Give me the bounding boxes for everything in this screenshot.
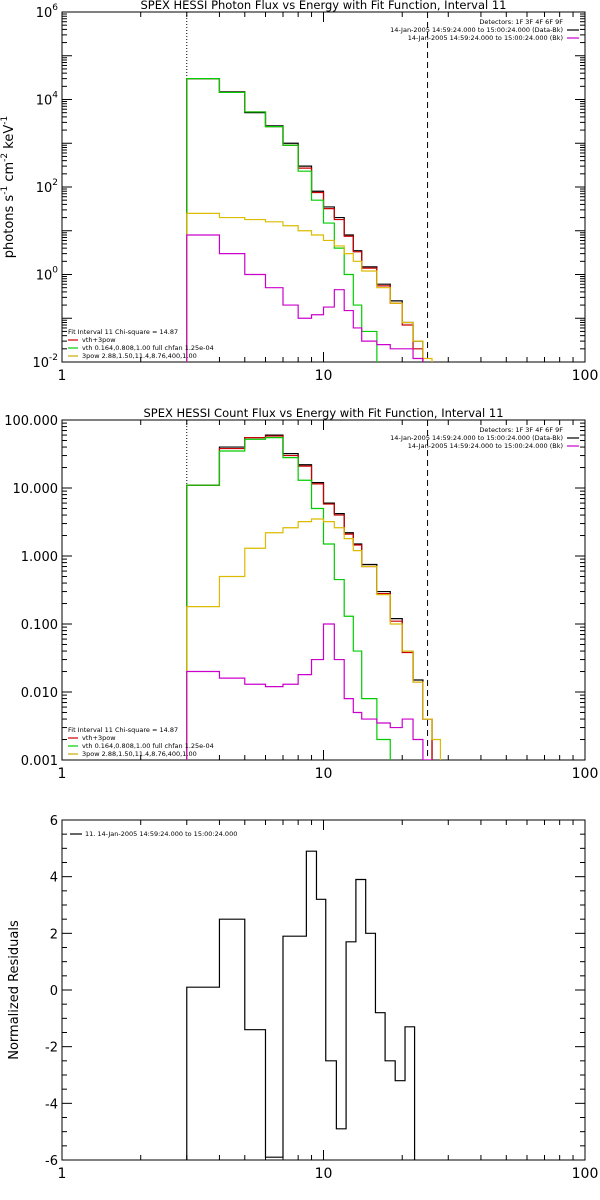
- x-tick-label: 100: [572, 368, 599, 384]
- y-label-exponent: -2: [0, 153, 10, 162]
- legend-bottom-entry: vth 0.164,0.808,1.00 full chfan 1.25e-04: [82, 742, 214, 750]
- chart-title: SPEX HESSI Photon Flux vs Energy with Fi…: [140, 0, 506, 12]
- y-tick-label: 102: [36, 178, 58, 196]
- y-label-exponent: -1: [0, 186, 10, 195]
- series-3-step-line: [186, 212, 433, 362]
- y-tick-label: -4: [45, 1097, 58, 1112]
- series-2-step-line: [186, 78, 378, 362]
- y-label-exponent: -1: [0, 116, 10, 125]
- y-tick-base: 10: [36, 181, 53, 196]
- x-tick-label: 100: [572, 766, 599, 782]
- y-tick-label: 0.010: [21, 686, 58, 701]
- x-tick-label: 10: [315, 368, 333, 384]
- y-label-part: photons s: [2, 195, 17, 259]
- y-tick-exponent: 0: [52, 266, 58, 276]
- series-4-step-line: [186, 234, 424, 362]
- legend-top-entry: Detectors: 1F 3F 4F 6F 9F: [479, 18, 563, 26]
- residuals-panel: 1 10 100 -6 -4 -2 0 2 4 6 Normalized Residuals 11. …: [7, 814, 599, 1182]
- x-tick-label: 1: [58, 368, 67, 384]
- series-group: [186, 78, 433, 362]
- x-tick-label: 1: [58, 766, 67, 782]
- x-tick-label: 10: [315, 1166, 333, 1182]
- y-tick-base: 10: [36, 94, 53, 109]
- x-tick-label: 10: [315, 766, 333, 782]
- y-tick-label: 100.000: [4, 414, 58, 429]
- series-2-step-line: [186, 437, 391, 760]
- y-tick-exponent: 2: [52, 178, 58, 188]
- series-3-step-line: [186, 518, 442, 760]
- legend-top-entry: 14-Jan-2005 14:59:24.000 to 15:00:24.000…: [408, 442, 563, 450]
- chart-title: SPEX HESSI Count Flux vs Energy with Fit…: [143, 406, 503, 420]
- y-label-part: keV: [2, 125, 17, 153]
- y-tick-label: 100: [36, 266, 59, 284]
- y-tick-label: 10-2: [32, 353, 58, 371]
- x-tick-label: 100: [572, 1166, 599, 1182]
- plot-frame: [61, 819, 586, 1161]
- legend-bottom-entry: 3pow 2.88,1.50,11.4,8.76,400,1.00: [82, 352, 197, 360]
- y-axis-label: photons s-1 cm-2 keV-1: [0, 116, 17, 258]
- legend-bottom-entry: Fit Interval 11 Chi-square = 14.87: [68, 726, 178, 734]
- y-tick-label: 2: [50, 927, 58, 942]
- series-0-step-line: [186, 850, 416, 1160]
- legend-bottom-entry: vth 0.164,0.808,1.00 full chfan 1.25e-04: [82, 344, 214, 352]
- y-tick-label: -2: [45, 1041, 58, 1056]
- series-4-step-line: [186, 623, 433, 760]
- legend-top-entry: Detectors: 1F 3F 4F 6F 9F: [479, 426, 563, 434]
- y-axis-label: Normalized Residuals: [7, 920, 22, 1060]
- legend-top-entry: 14-Jan-2005 14:59:24.000 to 15:00:24.000…: [390, 434, 563, 442]
- y-tick-label: 0.001: [21, 754, 58, 769]
- legend-top-entry: 14-Jan-2005 14:59:24.000 to 15:00:24.000…: [390, 26, 563, 34]
- y-tick-base: 10: [36, 269, 53, 284]
- series-group: [186, 850, 416, 1160]
- y-tick-label: 6: [50, 814, 58, 829]
- x-tick-label: 1: [58, 1166, 67, 1182]
- y-tick-base: 10: [36, 6, 53, 21]
- legend-entry: 11. 14-Jan-2005 14:59:24.000 to 15:00:24…: [85, 830, 237, 838]
- legend-bottom-entry: 3pow 2.88,1.50,11.4,8.76,400,1.00: [82, 750, 197, 758]
- y-tick-label: 10.000: [13, 482, 59, 497]
- y-tick-label: 4: [50, 871, 58, 886]
- series-1-step-line: [186, 435, 433, 760]
- series-group: [186, 434, 442, 760]
- y-tick-label: 1.000: [21, 550, 58, 565]
- y-tick-base: 10: [32, 356, 49, 371]
- y-tick-label: 106: [36, 3, 59, 21]
- count-flux-panel: 1 10 100 0.001 0.010 0.100 1.000 10.000 100.000 S…: [4, 406, 599, 782]
- y-tick-label: 0: [50, 984, 58, 999]
- y-tick-exponent: -2: [49, 353, 58, 363]
- legend-bottom-entry: vth+3pow: [82, 336, 116, 344]
- plot-frame: [61, 419, 586, 761]
- y-label-part: cm: [2, 162, 17, 186]
- series-0-step-line: [186, 434, 433, 760]
- legend-top-entry: 14-Jan-2005 14:59:24.000 to 15:00:24.000…: [408, 34, 563, 42]
- legend-bottom-entry: vth+3pow: [82, 734, 116, 742]
- legend-bottom-entry: Fit Interval 11 Chi-square = 14.87: [68, 328, 178, 336]
- y-tick-label: 0.100: [21, 618, 58, 633]
- y-tick-exponent: 6: [52, 3, 58, 13]
- y-tick-label: 104: [36, 91, 59, 109]
- y-tick-exponent: 4: [52, 91, 58, 101]
- y-tick-label: -6: [45, 1154, 58, 1169]
